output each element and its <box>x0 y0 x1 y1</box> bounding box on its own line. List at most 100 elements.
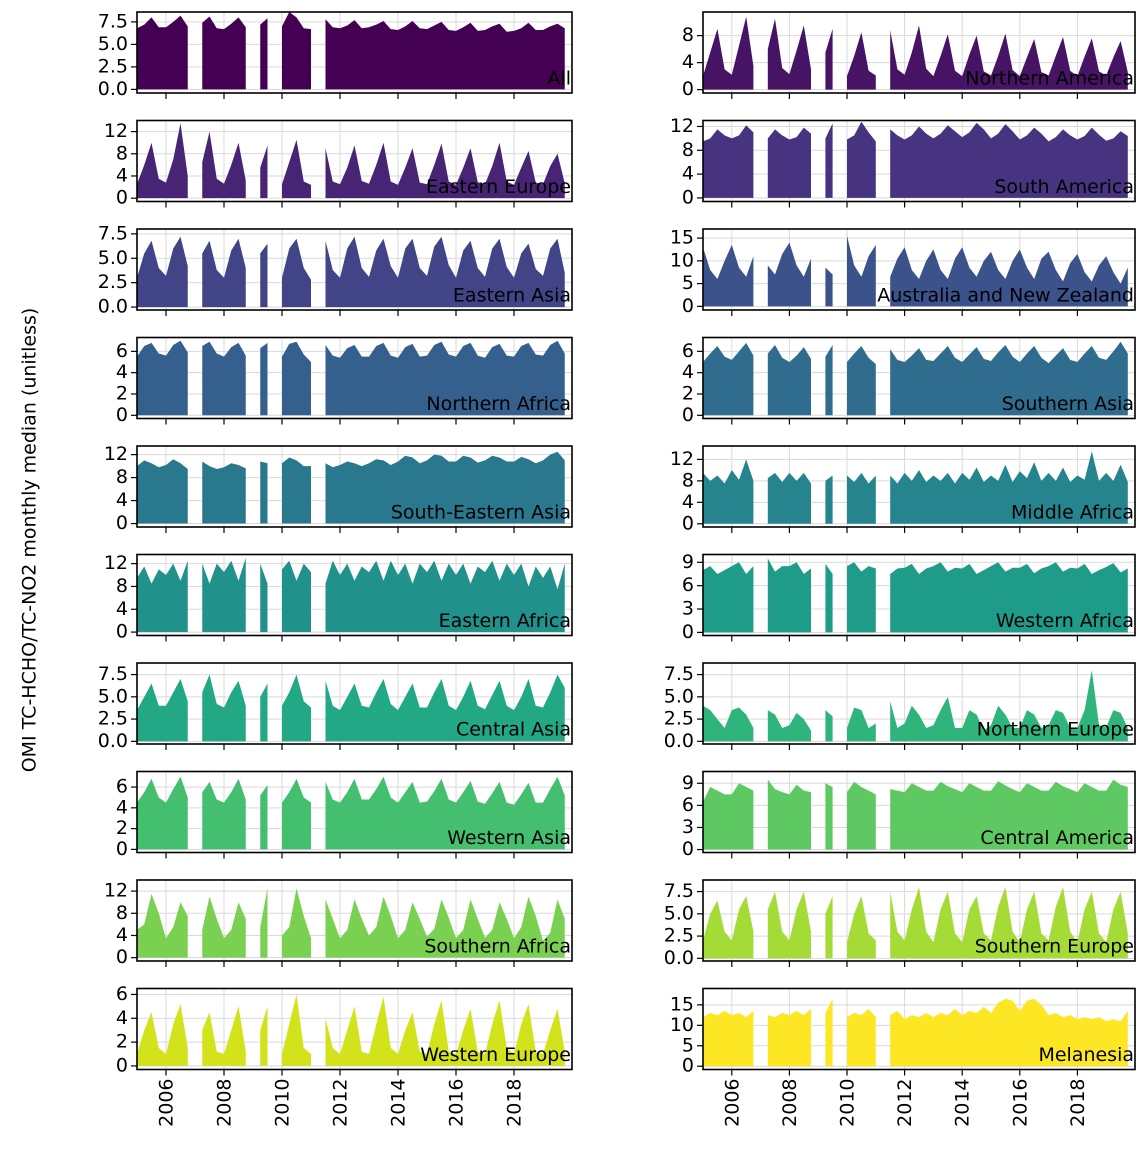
plot-frame <box>702 336 1136 420</box>
y-tick-label: 0.0 <box>664 947 694 969</box>
panel-label: Eastern Asia <box>453 285 571 307</box>
y-tick-label: 7.5 <box>98 222 128 244</box>
x-tick-label: 2016 <box>446 1079 468 1127</box>
y-tick-label: 4 <box>116 598 128 620</box>
y-tick-label: 0 <box>116 1054 128 1076</box>
y-tick-label: 4 <box>116 164 128 186</box>
y-tick-label: 0.0 <box>98 296 128 318</box>
area <box>703 451 1128 524</box>
y-tick-label: 15 <box>670 993 694 1015</box>
y-tick-label: 2.5 <box>664 925 694 947</box>
y-tick-label: 5 <box>682 272 694 294</box>
plot-frame <box>136 11 573 94</box>
area <box>703 341 1128 416</box>
plot-frame <box>136 336 573 420</box>
panel-label: Western Africa <box>996 610 1134 632</box>
y-tick-label: 9 <box>682 551 694 573</box>
x-tick-label: 2012 <box>330 1079 352 1127</box>
y-tick-label: 6 <box>682 794 694 816</box>
y-tick-label: 5 <box>682 1034 694 1056</box>
y-tick-label: 0 <box>116 512 128 534</box>
y-tick-label: 12 <box>670 115 694 137</box>
y-tick-label: 4 <box>116 924 128 946</box>
area <box>703 887 1128 959</box>
y-tick-label: 2 <box>682 382 694 404</box>
y-tick-label: 0 <box>682 1055 694 1077</box>
x-tick-label: 2018 <box>1067 1079 1089 1127</box>
panel-label: Central Asia <box>456 719 571 741</box>
y-tick-label: 5.0 <box>98 33 128 55</box>
plot-frame <box>702 553 1136 637</box>
plot-frame <box>702 11 1136 94</box>
y-tick-label: 0 <box>116 838 128 860</box>
y-tick-label: 12 <box>104 552 128 574</box>
plot-frame <box>702 987 1136 1071</box>
y-tick-label: 6 <box>116 776 128 798</box>
y-tick-label: 0.0 <box>98 730 128 752</box>
y-tick-label: 6 <box>116 983 128 1005</box>
y-tick-label: 7.5 <box>98 663 128 685</box>
y-tick-label: 5.0 <box>98 247 128 269</box>
y-tick-label: 8 <box>682 24 694 46</box>
y-tick-label: 0 <box>116 621 128 643</box>
area <box>703 670 1128 742</box>
x-tick-label: 2018 <box>504 1079 526 1127</box>
area <box>137 340 565 416</box>
y-tick-label: 12 <box>104 880 128 902</box>
y-tick-label: 4 <box>116 796 128 818</box>
area <box>137 123 565 199</box>
panel-label: All <box>547 68 571 90</box>
x-tick-label: 2012 <box>894 1079 916 1127</box>
panel-label: Southern Europe <box>975 936 1134 958</box>
y-tick-label: 15 <box>670 227 694 249</box>
plot-frame <box>136 770 573 854</box>
panel-label: Western Europe <box>420 1044 571 1066</box>
x-tick-label: 2010 <box>272 1079 294 1127</box>
y-tick-label: 4 <box>682 491 694 513</box>
y-tick-label: 5.0 <box>664 902 694 924</box>
y-tick-label: 6 <box>682 340 694 362</box>
plot-frame <box>702 445 1136 528</box>
panel-label: Northern Europe <box>977 719 1134 741</box>
area <box>137 776 565 850</box>
y-tick-label: 8 <box>682 469 694 491</box>
y-tick-label: 0 <box>682 295 694 317</box>
y-tick-label: 8 <box>116 142 128 164</box>
panel-label: Southern Asia <box>1002 393 1134 415</box>
y-tick-label: 10 <box>670 1014 694 1036</box>
y-tick-label: 8 <box>116 466 128 488</box>
panel-label: Northern America <box>965 68 1134 90</box>
x-tick-label: 2006 <box>156 1079 178 1127</box>
y-tick-label: 0 <box>116 946 128 968</box>
panel-label: Australia and New Zealand <box>877 285 1134 307</box>
y-tick-label: 0 <box>682 512 694 534</box>
area <box>137 557 565 633</box>
y-tick-label: 4 <box>682 163 694 185</box>
y-tick-label: 7.5 <box>98 10 128 32</box>
y-tick-label: 0.0 <box>664 730 694 752</box>
y-tick-label: 6 <box>682 574 694 596</box>
y-tick-label: 7.5 <box>664 880 694 902</box>
y-tick-label: 2 <box>116 382 128 404</box>
area <box>703 558 1128 633</box>
y-tick-label: 12 <box>104 443 128 465</box>
y-tick-label: 8 <box>116 575 128 597</box>
area <box>137 236 565 308</box>
plot-frame <box>702 119 1136 203</box>
x-tick-label: 2006 <box>721 1079 743 1127</box>
area <box>703 121 1128 198</box>
plot-frame <box>702 879 1136 962</box>
y-tick-label: 0 <box>116 187 128 209</box>
area <box>137 12 565 90</box>
area <box>137 888 565 958</box>
plot-frame <box>136 445 573 528</box>
y-tick-label: 2.5 <box>98 708 128 730</box>
plot-frame <box>136 228 573 311</box>
x-tick-label: 2014 <box>952 1079 974 1127</box>
y-tick-label: 5.0 <box>664 685 694 707</box>
plot-frame <box>136 879 573 962</box>
y-tick-label: 0 <box>116 404 128 426</box>
y-tick-label: 7.5 <box>664 663 694 685</box>
area <box>137 994 565 1066</box>
